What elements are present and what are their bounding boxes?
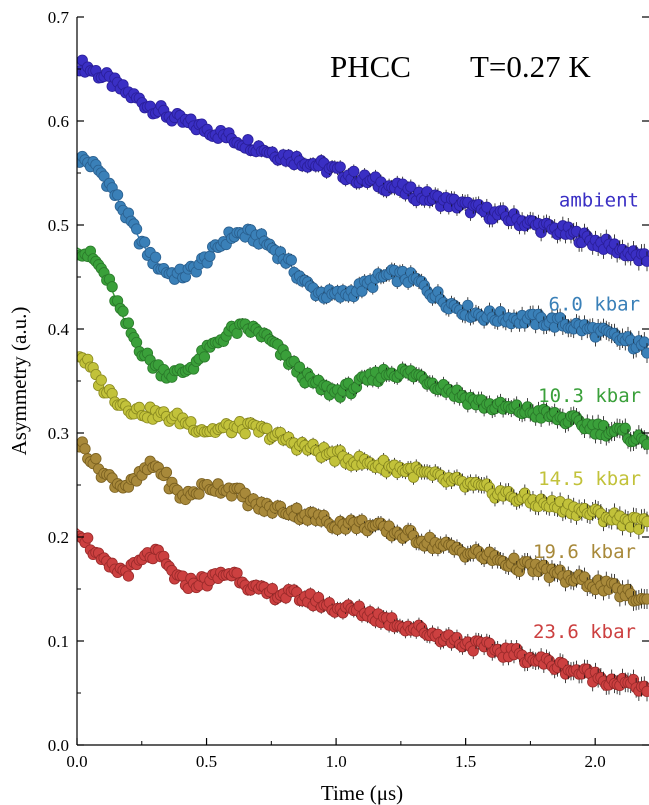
data-point: [641, 438, 649, 450]
y-tick-label: 0.7: [48, 8, 70, 27]
data-point: [204, 250, 216, 262]
y-tick-label: 0.3: [48, 424, 69, 443]
data-point: [641, 685, 649, 697]
data-point: [405, 181, 417, 193]
data-point: [231, 327, 243, 339]
data-point: [462, 299, 474, 311]
data-layer: [77, 54, 649, 702]
data-point: [638, 336, 649, 348]
y-tick-label: 0.6: [48, 112, 69, 131]
data-point: [122, 570, 135, 582]
chart-title-temperature: T=0.27 K: [470, 49, 591, 84]
data-point: [139, 236, 151, 248]
data-point: [117, 305, 129, 317]
x-tick-label: 2.0: [585, 752, 606, 771]
data-point: [131, 223, 143, 235]
data-point: [467, 645, 479, 657]
data-point: [231, 567, 243, 579]
data-point: [293, 361, 306, 373]
series-label: ambient: [559, 189, 639, 211]
y-tick-label: 0.4: [48, 320, 70, 339]
y-tick-label: 0.5: [48, 216, 69, 235]
data-point: [285, 254, 297, 266]
data-point: [641, 515, 649, 528]
chart-title-sample: PHCC: [330, 49, 411, 84]
x-tick-label: 0.0: [66, 752, 87, 771]
y-tick-label: 0.2: [48, 528, 69, 547]
y-tick-label: 0.0: [48, 736, 69, 755]
data-point: [348, 165, 360, 177]
data-point: [334, 161, 346, 173]
series-label: 19.6 kbar: [533, 541, 636, 563]
y-tick-label: 0.1: [48, 632, 69, 651]
data-point: [95, 374, 107, 386]
series-ambient: [77, 54, 649, 272]
plot-area: ambient 6.0 kbar 10.3 kbar 14.5 kbar 19.6 kb…: [77, 54, 649, 702]
axes: 0.0 0.1 0.2 0.3 0.4 0.5 0.6 0.7 0.0 0.5 1.0 1.5 2.0: [48, 8, 649, 771]
series-label: 10.3 kbar: [538, 385, 641, 407]
data-point: [106, 281, 118, 293]
series-label: 14.5 kbar: [538, 468, 641, 490]
data-point: [641, 593, 649, 605]
x-tick-label: 1.5: [455, 752, 476, 771]
data-point: [239, 428, 251, 440]
series-23-6-kbar: [77, 528, 649, 702]
data-point: [239, 487, 251, 499]
data-point: [131, 336, 143, 349]
series-label: 6.0 kbar: [549, 293, 641, 315]
x-axis-title: Time (μs): [321, 781, 403, 805]
series-14-5-kbar: [77, 351, 649, 540]
data-point: [150, 251, 162, 263]
series-label: 23.6 kbar: [533, 621, 636, 643]
series-19-6-kbar: [77, 436, 649, 611]
data-point: [329, 455, 341, 467]
data-point: [261, 422, 273, 435]
data-point: [193, 488, 205, 500]
data-point: [641, 255, 649, 267]
data-point: [633, 523, 645, 535]
data-point: [111, 189, 124, 201]
data-point: [79, 443, 91, 455]
data-point: [242, 134, 254, 146]
data-point: [82, 532, 94, 544]
series-10-3-kbar: [77, 245, 649, 455]
data-point: [291, 502, 303, 514]
data-point: [160, 466, 173, 478]
y-axis-title: Asymmetry (a.u.): [7, 307, 31, 456]
data-point: [122, 317, 135, 329]
data-point: [198, 351, 211, 363]
x-tick-label: 0.5: [196, 752, 217, 771]
data-point: [266, 582, 278, 595]
data-point: [641, 347, 649, 359]
x-tick-label: 1.0: [325, 752, 346, 771]
data-point: [90, 453, 102, 465]
data-point: [508, 552, 520, 564]
data-point: [619, 422, 631, 434]
series-6-0-kbar: [77, 150, 649, 364]
